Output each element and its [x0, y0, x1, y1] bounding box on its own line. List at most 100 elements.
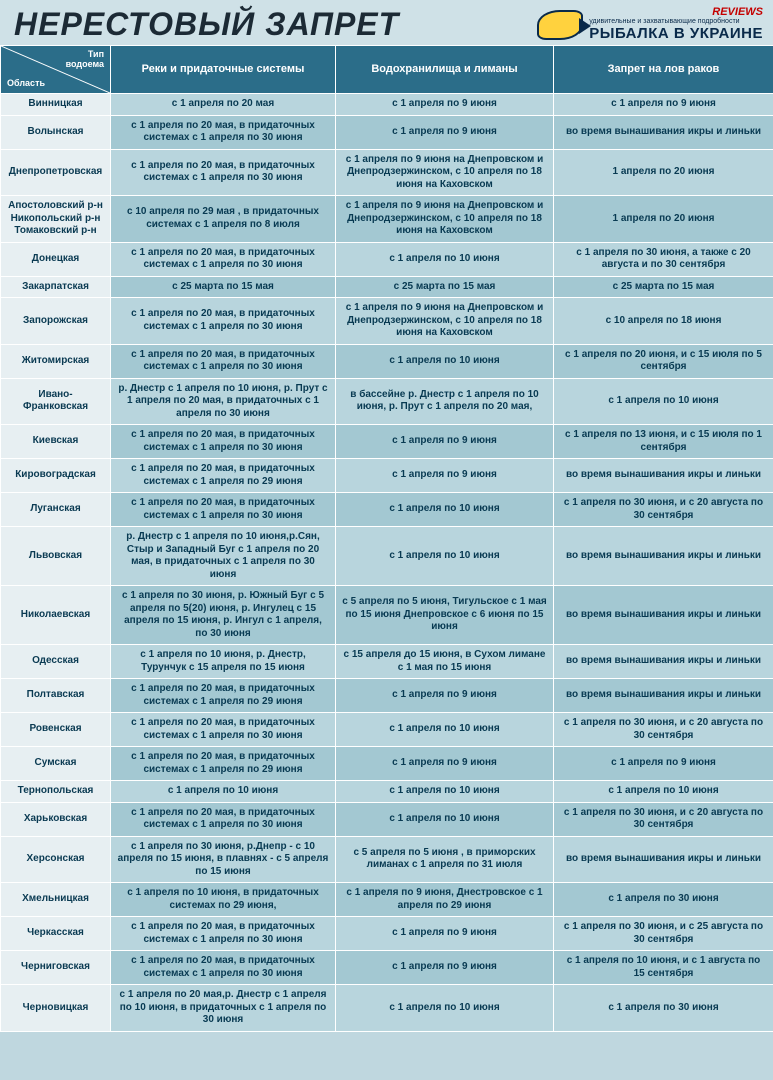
data-cell: с 1 апреля по 9 июня [554, 94, 773, 116]
region-cell: Житомирская [1, 344, 111, 378]
data-cell: во время вынашивания икры и линьки [554, 459, 773, 493]
table-row: Апостоловский р-нНикопольский р-нТомаков… [1, 196, 773, 243]
region-cell: Херсонская [1, 836, 111, 883]
data-cell: с 1 апреля по 30 июня, р.Днепр - с 10 ап… [111, 836, 336, 883]
data-cell: с 1 апреля по 10 июня [336, 344, 554, 378]
data-cell: с 1 апреля по 20 мая, в придаточных сист… [111, 298, 336, 345]
table-row: Черновицкаяс 1 апреля по 20 мая,р. Днест… [1, 985, 773, 1032]
table-row: Донецкаяс 1 апреля по 20 мая, в придаточ… [1, 242, 773, 276]
region-cell: Запорожская [1, 298, 111, 345]
table-row: Львовскаяр. Днестр с 1 апреля по 10 июня… [1, 527, 773, 586]
data-cell: с 15 апреля до 15 июня, в Сухом лимане с… [336, 645, 554, 679]
data-cell: с 1 апреля по 20 мая, в придаточных сист… [111, 344, 336, 378]
data-cell: с 1 апреля по 9 июня на Днепровском и Дн… [336, 298, 554, 345]
region-cell: Закарпатская [1, 276, 111, 298]
data-cell: с 1 апреля по 9 июня [336, 425, 554, 459]
table-row: Херсонскаяс 1 апреля по 30 июня, р.Днепр… [1, 836, 773, 883]
data-cell: с 1 апреля по 10 июня [554, 378, 773, 425]
table-row: Днепропетровскаяс 1 апреля по 20 мая, в … [1, 149, 773, 196]
region-cell: Апостоловский р-нНикопольский р-нТомаков… [1, 196, 111, 243]
data-cell: с 1 апреля по 20 июня, и с 15 июля по 5 … [554, 344, 773, 378]
data-cell: с 1 апреля по 10 июня [111, 781, 336, 803]
data-cell: с 1 апреля по 20 мая, в придаточных сист… [111, 115, 336, 149]
data-cell: с 1 апреля по 9 июня, Днестровское с 1 а… [336, 883, 554, 917]
region-cell: Сумская [1, 747, 111, 781]
region-cell: Черновицкая [1, 985, 111, 1032]
region-cell: Ровенская [1, 713, 111, 747]
data-cell: с 1 апреля по 9 июня на Днепровском и Дн… [336, 149, 554, 196]
page-title: НЕРЕСТОВЫЙ ЗАПРЕТ [14, 6, 399, 43]
table-row: Одесскаяс 1 апреля по 10 июня, р. Днестр… [1, 645, 773, 679]
data-cell: во время вынашивания икры и линьки [554, 586, 773, 645]
data-cell: с 1 апреля по 20 мая, в придаточных сист… [111, 493, 336, 527]
data-cell: с 1 апреля по 10 июня [336, 527, 554, 586]
data-cell: с 1 апреля по 20 мая, в придаточных сист… [111, 242, 336, 276]
region-cell: Львовская [1, 527, 111, 586]
data-cell: с 1 апреля по 20 мая, в придаточных сист… [111, 917, 336, 951]
data-cell: с 1 апреля по 10 июня [336, 713, 554, 747]
data-cell: с 10 апреля по 18 июня [554, 298, 773, 345]
data-cell: с 1 апреля по 20 мая, в придаточных сист… [111, 149, 336, 196]
data-cell: с 1 апреля по 9 июня [336, 951, 554, 985]
data-cell: с 1 апреля по 10 июня [336, 493, 554, 527]
data-cell: с 1 апреля по 9 июня [336, 917, 554, 951]
data-cell: с 1 апреля по 10 июня [336, 781, 554, 803]
table-row: Ровенскаяс 1 апреля по 20 мая, в придато… [1, 713, 773, 747]
region-cell: Хмельницкая [1, 883, 111, 917]
data-cell: с 1 апреля по 9 июня [336, 459, 554, 493]
data-cell: с 1 апреля по 30 июня, р. Южный Буг с 5 … [111, 586, 336, 645]
data-cell: с 1 апреля по 9 июня [336, 115, 554, 149]
data-cell: с 25 марта по 15 мая [336, 276, 554, 298]
logo-brand: РЫБАЛКА В УКРАИНЕ [589, 26, 763, 43]
data-cell: с 1 апреля по 10 июня [336, 802, 554, 836]
table-row: Запорожскаяс 1 апреля по 20 мая, в прида… [1, 298, 773, 345]
table-row: Тернопольскаяс 1 апреля по 10 июняс 1 ап… [1, 781, 773, 803]
data-cell: во время вынашивания икры и линьки [554, 115, 773, 149]
data-cell: во время вынашивания икры и линьки [554, 836, 773, 883]
region-cell: Волынская [1, 115, 111, 149]
data-cell: с 1 апреля по 20 мая, в придаточных сист… [111, 459, 336, 493]
col-header-rivers: Реки и придаточные системы [111, 46, 336, 94]
page-header: НЕРЕСТОВЫЙ ЗАПРЕТ REVIEWS удивительные и… [0, 0, 773, 45]
region-cell: Николаевская [1, 586, 111, 645]
table-row: Николаевскаяс 1 апреля по 30 июня, р. Юж… [1, 586, 773, 645]
table-row: Луганскаяс 1 апреля по 20 мая, в придато… [1, 493, 773, 527]
data-cell: р. Днестр с 1 апреля по 10 июня,р.Сян, С… [111, 527, 336, 586]
table-row: Винницкаяс 1 апреля по 20 маяс 1 апреля … [1, 94, 773, 116]
corner-top: Типводоема [66, 50, 104, 70]
region-cell: Луганская [1, 493, 111, 527]
data-cell: с 1 апреля по 20 мая,р. Днестр с 1 апрел… [111, 985, 336, 1032]
data-cell: с 1 апреля по 9 июня [336, 747, 554, 781]
data-cell: с 1 апреля по 20 мая, в придаточных сист… [111, 747, 336, 781]
col-header-reservoirs: Водохранилища и лиманы [336, 46, 554, 94]
data-cell: с 1 апреля по 20 мая, в придаточных сист… [111, 713, 336, 747]
ban-table: Типводоема Область Реки и придаточные си… [0, 45, 773, 1032]
data-cell: с 1 апреля по 9 июня [554, 747, 773, 781]
table-row: Киевскаяс 1 апреля по 20 мая, в придаточ… [1, 425, 773, 459]
data-cell: с 5 апреля по 5 июня, Тигульское с 1 мая… [336, 586, 554, 645]
logo-reviews: REVIEWS [589, 6, 763, 18]
region-cell: Донецкая [1, 242, 111, 276]
data-cell: с 1 апреля по 13 июня, и с 15 июля по 1 … [554, 425, 773, 459]
table-row: Полтавскаяс 1 апреля по 20 мая, в придат… [1, 679, 773, 713]
data-cell: с 1 апреля по 20 мая, в придаточных сист… [111, 802, 336, 836]
region-cell: Киевская [1, 425, 111, 459]
data-cell: в бассейне р. Днестр с 1 апреля по 10 ию… [336, 378, 554, 425]
data-cell: с 1 апреля по 20 мая, в придаточных сист… [111, 679, 336, 713]
data-cell: с 1 апреля по 9 июня на Днепровском и Дн… [336, 196, 554, 243]
corner-header: Типводоема Область [1, 46, 111, 94]
data-cell: с 1 апреля по 30 июня, а также с 20 авгу… [554, 242, 773, 276]
data-cell: р. Днестр с 1 апреля по 10 июня, р. Прут… [111, 378, 336, 425]
region-cell: Ивано-Франковская [1, 378, 111, 425]
region-cell: Винницкая [1, 94, 111, 116]
data-cell: с 25 марта по 15 мая [554, 276, 773, 298]
region-cell: Кировоградская [1, 459, 111, 493]
data-cell: с 1 апреля по 20 мая, в придаточных сист… [111, 425, 336, 459]
region-cell: Тернопольская [1, 781, 111, 803]
data-cell: с 1 апреля по 30 июня [554, 985, 773, 1032]
data-cell: с 1 апреля по 10 июня [554, 781, 773, 803]
data-cell: с 1 апреля по 10 июня, р. Днестр, Турунч… [111, 645, 336, 679]
table-row: Волынскаяс 1 апреля по 20 мая, в придато… [1, 115, 773, 149]
data-cell: с 1 апреля по 30 июня, и с 20 августа по… [554, 802, 773, 836]
data-cell: с 25 марта по 15 мая [111, 276, 336, 298]
